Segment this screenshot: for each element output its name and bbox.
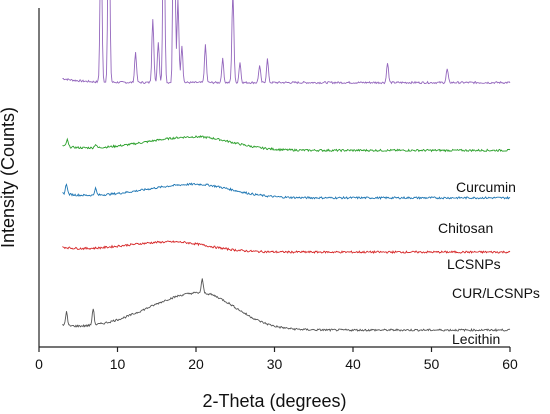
- series-label-chitosan: Chitosan: [438, 220, 493, 236]
- series-line-lecithin: [62, 278, 511, 333]
- series-label-lecithin: Lecithin: [452, 331, 500, 347]
- x-ticks: 0 10 20 30 40 50 60: [35, 347, 518, 372]
- series-line-cur-lcsnps: [62, 240, 511, 255]
- series-label-cur-lcsnps: CUR/LCSNPs: [452, 285, 540, 301]
- x-tick-label: 60: [502, 356, 518, 372]
- x-axis-title: 2-Theta (degrees): [202, 391, 346, 411]
- series-line-curcumin: [62, 0, 511, 85]
- series-labels: Curcumin Chitosan LCSNPs CUR/LCSNPs Lecithin: [438, 179, 540, 347]
- x-tick-label: 50: [424, 356, 440, 372]
- series-line-chitosan: [62, 135, 511, 153]
- x-tick-label: 40: [345, 356, 361, 372]
- series-label-lcsnps: LCSNPs: [447, 256, 501, 272]
- x-tick-label: 0: [35, 356, 43, 372]
- series-lines: [62, 0, 511, 333]
- x-tick-label: 10: [110, 356, 126, 372]
- series-label-curcumin: Curcumin: [456, 179, 516, 195]
- plot-area: 0 10 20 30 40 50 60 Curcumin Chitosan LCSNPs CUR/…: [35, 0, 540, 372]
- x-tick-label: 20: [188, 356, 204, 372]
- y-axis-title: Intensity (Counts): [0, 107, 18, 248]
- x-tick-label: 30: [267, 356, 283, 372]
- series-line-lcsnps: [62, 182, 511, 201]
